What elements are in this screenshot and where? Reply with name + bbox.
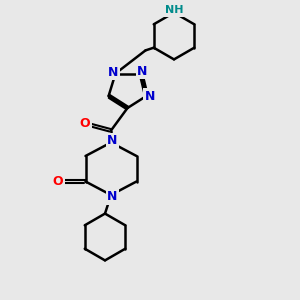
Text: N: N	[145, 89, 155, 103]
Text: N: N	[137, 65, 148, 78]
Text: N: N	[107, 190, 118, 203]
Text: N: N	[107, 134, 118, 148]
Text: N: N	[108, 65, 118, 79]
Text: NH: NH	[165, 5, 183, 15]
Text: O: O	[52, 175, 63, 188]
Text: O: O	[80, 117, 90, 130]
